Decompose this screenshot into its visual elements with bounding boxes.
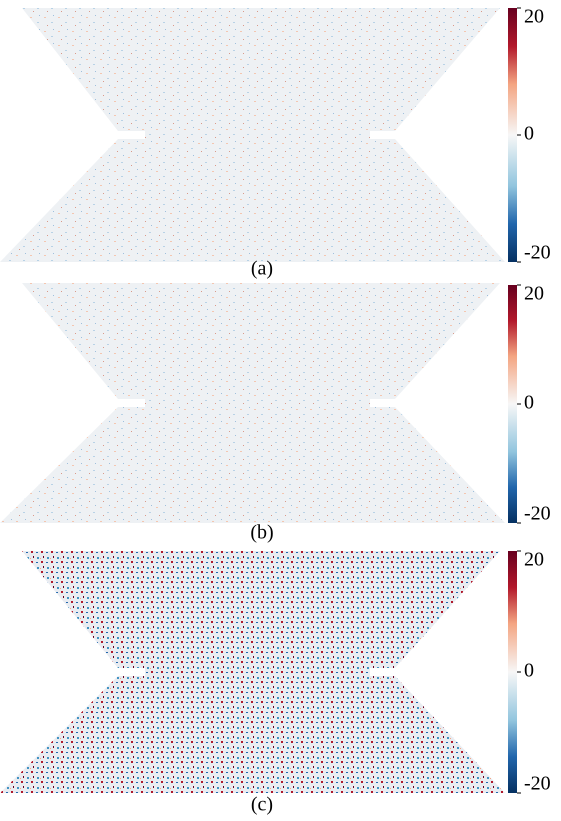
colorbar-tick-label: -20 [524, 503, 551, 525]
colorbar-tick-label: 0 [524, 123, 534, 145]
strain-map [0, 551, 505, 793]
panel-label: (a) [251, 258, 273, 280]
colorbar-tick-label: 0 [524, 392, 534, 414]
colorbar [508, 551, 517, 793]
colorbar-tick-label: 20 [524, 549, 544, 571]
colorbar [508, 8, 517, 262]
strain-map [0, 8, 505, 262]
colorbar-tick-label: -20 [524, 773, 551, 795]
colorbar [508, 285, 517, 523]
colorbar-tick-label: 20 [524, 6, 544, 28]
colorbar-tick-label: -20 [524, 242, 551, 264]
colorbar-tick-label: 0 [524, 660, 534, 682]
figure: 20 0 -20 (a) 20 0 -20 (b) 20 0 -20 (c) [0, 0, 561, 821]
strain-map [0, 283, 505, 523]
colorbar-tick-label: 20 [524, 283, 544, 305]
panel-label: (c) [251, 794, 273, 816]
panel-label: (b) [250, 522, 273, 544]
